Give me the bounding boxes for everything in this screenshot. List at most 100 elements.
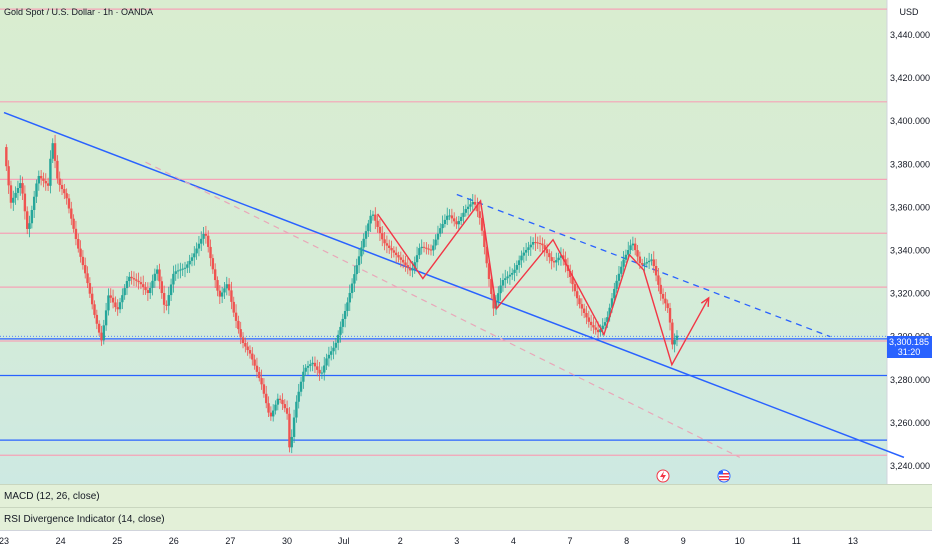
- candle[interactable]: [151, 274, 154, 296]
- candle[interactable]: [209, 239, 212, 267]
- candle[interactable]: [248, 345, 252, 359]
- candle[interactable]: [522, 247, 526, 263]
- candle[interactable]: [390, 240, 393, 259]
- candle[interactable]: [392, 246, 396, 258]
- candle[interactable]: [90, 287, 94, 310]
- candle[interactable]: [631, 236, 635, 251]
- candle[interactable]: [218, 285, 222, 304]
- candle[interactable]: [274, 400, 277, 415]
- candle[interactable]: [425, 242, 428, 255]
- candle[interactable]: [529, 236, 532, 256]
- candle[interactable]: [227, 278, 231, 296]
- candle[interactable]: [35, 179, 38, 203]
- lightning-event-icon[interactable]: [656, 469, 670, 483]
- candle[interactable]: [195, 242, 198, 260]
- candle[interactable]: [246, 341, 249, 356]
- candle[interactable]: [162, 285, 166, 314]
- candle[interactable]: [538, 235, 542, 252]
- candle[interactable]: [485, 243, 488, 268]
- candle[interactable]: [524, 242, 528, 261]
- pattern-zigzag-path[interactable]: [376, 199, 710, 367]
- candle[interactable]: [645, 257, 649, 268]
- candle[interactable]: [165, 300, 168, 311]
- candle[interactable]: [258, 366, 261, 382]
- candle[interactable]: [302, 364, 305, 389]
- candle[interactable]: [527, 241, 530, 256]
- candle[interactable]: [39, 170, 43, 186]
- candle[interactable]: [550, 251, 553, 270]
- candle[interactable]: [79, 240, 82, 263]
- candle[interactable]: [295, 395, 298, 423]
- candle[interactable]: [369, 209, 372, 232]
- candle[interactable]: [582, 303, 586, 319]
- price-axis-background[interactable]: [887, 0, 932, 484]
- candle[interactable]: [118, 297, 122, 314]
- candle[interactable]: [65, 188, 68, 205]
- macd-indicator-pane[interactable]: MACD (12, 26, close): [0, 484, 932, 507]
- candle[interactable]: [664, 291, 667, 311]
- candle[interactable]: [515, 260, 519, 277]
- candle[interactable]: [636, 245, 639, 262]
- candle[interactable]: [376, 215, 379, 233]
- candle[interactable]: [51, 138, 54, 164]
- candle[interactable]: [84, 257, 87, 279]
- candle[interactable]: [452, 212, 456, 227]
- candle[interactable]: [383, 231, 386, 251]
- candle[interactable]: [427, 244, 430, 255]
- candle[interactable]: [578, 295, 581, 309]
- candle[interactable]: [316, 359, 319, 377]
- candle[interactable]: [571, 269, 574, 292]
- candle[interactable]: [673, 333, 676, 353]
- candle[interactable]: [406, 258, 409, 275]
- candle[interactable]: [355, 258, 358, 281]
- candle[interactable]: [336, 330, 340, 351]
- candle[interactable]: [675, 330, 679, 347]
- candle[interactable]: [283, 399, 286, 413]
- candle[interactable]: [557, 252, 560, 266]
- candle[interactable]: [297, 383, 300, 409]
- candle[interactable]: [204, 225, 208, 244]
- candle[interactable]: [504, 269, 507, 289]
- main-support-trendline[interactable]: [3, 111, 905, 459]
- candle[interactable]: [353, 265, 356, 292]
- candle[interactable]: [223, 281, 226, 300]
- candle[interactable]: [285, 400, 289, 420]
- candle[interactable]: [28, 215, 31, 238]
- candle[interactable]: [536, 236, 539, 250]
- upper-dashed-resistance-line[interactable]: [456, 193, 831, 338]
- candle[interactable]: [174, 264, 177, 281]
- candle[interactable]: [251, 347, 254, 366]
- candle[interactable]: [476, 197, 479, 218]
- candle[interactable]: [16, 180, 20, 201]
- candle[interactable]: [111, 289, 115, 309]
- candle[interactable]: [23, 185, 27, 220]
- candle[interactable]: [490, 274, 493, 300]
- candle[interactable]: [179, 262, 182, 279]
- candle[interactable]: [647, 252, 651, 270]
- candle[interactable]: [399, 251, 403, 268]
- candle[interactable]: [197, 236, 201, 257]
- candle[interactable]: [334, 337, 338, 355]
- candle[interactable]: [265, 385, 268, 409]
- candle[interactable]: [671, 318, 674, 350]
- candle[interactable]: [132, 271, 136, 287]
- candle[interactable]: [634, 237, 637, 256]
- candle[interactable]: [232, 296, 235, 317]
- candle[interactable]: [304, 364, 307, 377]
- candle[interactable]: [385, 235, 389, 254]
- candle[interactable]: [100, 325, 103, 346]
- candle[interactable]: [587, 310, 590, 328]
- candle[interactable]: [599, 324, 602, 336]
- candle[interactable]: [260, 369, 263, 390]
- candle[interactable]: [135, 273, 138, 287]
- candle[interactable]: [176, 263, 180, 279]
- candle[interactable]: [323, 356, 326, 381]
- candle[interactable]: [158, 263, 161, 290]
- candle[interactable]: [555, 252, 558, 271]
- candle[interactable]: [109, 288, 112, 303]
- candle[interactable]: [86, 266, 89, 289]
- candle[interactable]: [388, 239, 391, 254]
- candle[interactable]: [443, 214, 447, 228]
- candle[interactable]: [569, 264, 572, 284]
- candle[interactable]: [469, 198, 472, 212]
